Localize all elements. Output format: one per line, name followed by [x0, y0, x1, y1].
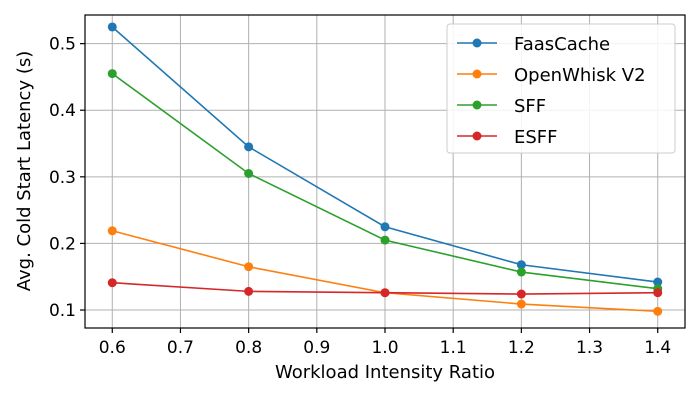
series-layer [107, 22, 663, 316]
legend-label: ESFF [514, 127, 558, 148]
x-tick-label: 1.2 [508, 338, 535, 358]
series-esff [107, 278, 663, 299]
legend-swatch-marker [472, 69, 482, 79]
legend: FaasCache OpenWhisk V2 SFF ESFF [446, 23, 676, 154]
data-point-sff [516, 267, 526, 277]
data-point-sff [244, 168, 254, 178]
legend-swatch-marker [472, 131, 482, 141]
x-axis-label: Workload Intensity Ratio [275, 362, 495, 383]
y-axis-label: Avg. Cold Start Latency (s) [14, 51, 35, 292]
legend-entry: SFF [457, 96, 546, 117]
data-point-sff [380, 235, 390, 245]
data-point-openwhisk-v2 [107, 226, 117, 236]
data-point-esff [516, 289, 526, 299]
data-point-esff [653, 288, 663, 298]
data-point-esff [107, 278, 117, 288]
x-tick-label: 1.3 [576, 338, 603, 358]
x-axis: 0.6 0.7 0.8 0.9 1.0 1.1 1.2 1.3 1.4 [99, 328, 671, 358]
data-point-faascache [380, 222, 390, 232]
data-point-faascache [653, 277, 663, 287]
data-point-esff [380, 288, 390, 298]
y-tick-label: 0.5 [49, 35, 76, 55]
x-tick-label: 1.1 [440, 338, 467, 358]
legend-swatch-marker [472, 38, 482, 48]
data-point-openwhisk-v2 [516, 299, 526, 309]
y-tick-label: 0.2 [49, 234, 76, 254]
y-tick-label: 0.1 [49, 301, 76, 321]
legend-entry: ESFF [457, 127, 558, 148]
legend-frame [446, 23, 676, 154]
data-point-openwhisk-v2 [244, 262, 254, 272]
x-tick-label: 1.4 [644, 338, 671, 358]
x-tick-label: 0.8 [235, 338, 262, 358]
data-point-faascache [107, 22, 117, 32]
x-tick-label: 0.7 [167, 338, 194, 358]
x-tick-label: 0.6 [99, 338, 126, 358]
y-tick-label: 0.4 [49, 101, 76, 121]
legend-label: FaasCache [514, 34, 610, 55]
x-tick-label: 1.0 [371, 338, 398, 358]
series-sff [107, 69, 663, 294]
x-tick-label: 0.9 [303, 338, 330, 358]
data-point-openwhisk-v2 [653, 306, 663, 316]
data-point-faascache [244, 142, 254, 152]
series-faascache [107, 22, 663, 287]
legend-swatch-marker [472, 100, 482, 110]
legend-label: OpenWhisk V2 [514, 65, 646, 86]
data-point-sff [107, 69, 117, 79]
legend-label: SFF [514, 96, 546, 117]
legend-entry: FaasCache [457, 34, 610, 55]
legend-entry: OpenWhisk V2 [457, 65, 646, 86]
y-tick-label: 0.3 [49, 168, 76, 188]
data-point-faascache [516, 260, 526, 270]
data-point-esff [244, 286, 254, 296]
y-axis: 0.1 0.2 0.3 0.4 0.5 [49, 35, 85, 321]
